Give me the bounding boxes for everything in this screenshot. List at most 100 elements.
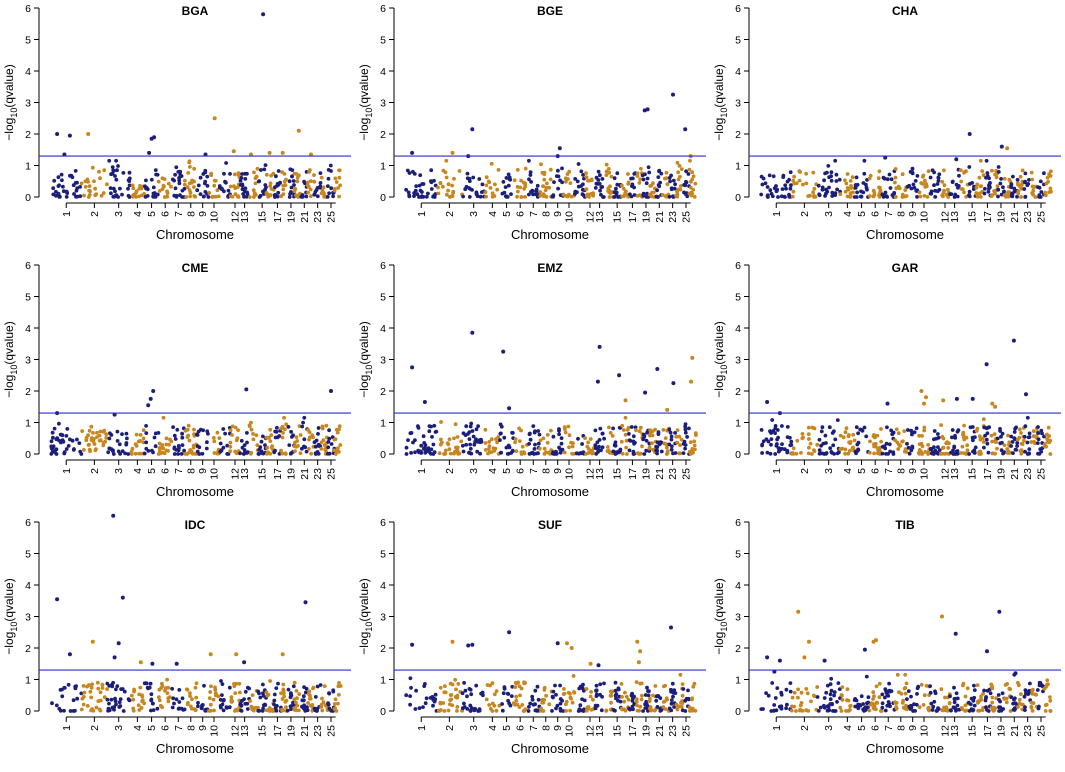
- snp-point: [133, 442, 138, 447]
- snp-point: [1025, 440, 1030, 445]
- background-points: [404, 158, 698, 199]
- snp-point: [955, 429, 960, 434]
- snp-point: [926, 705, 931, 710]
- snp-point: [247, 424, 252, 429]
- snp-point: [441, 701, 446, 705]
- snp-point: [137, 692, 142, 697]
- snp-point: [624, 192, 629, 197]
- snp-point: [799, 701, 804, 705]
- x-axis-label: Chromosome: [156, 741, 234, 756]
- x-tick-label: 12: [229, 211, 241, 223]
- x-tick-label: 12: [939, 468, 951, 480]
- snp-point: [130, 183, 135, 188]
- snp-point: [473, 706, 477, 711]
- snp-point: [115, 168, 119, 173]
- snp-point: [238, 178, 243, 183]
- snp-point: [276, 169, 281, 173]
- snp-point: [239, 703, 244, 708]
- snp-point: [900, 172, 905, 177]
- snp-point: [283, 183, 288, 188]
- snp-point: [307, 689, 312, 694]
- snp-point: [675, 440, 680, 445]
- snp-point: [564, 179, 568, 184]
- snp-point: [446, 182, 451, 187]
- snp-point: [839, 693, 844, 697]
- y-tick-label: 6: [25, 3, 31, 15]
- significant-snp-point: [296, 128, 301, 133]
- snp-point: [180, 188, 185, 193]
- background-points: [404, 672, 698, 713]
- snp-point: [985, 431, 990, 436]
- x-tick-label: 17: [627, 468, 639, 480]
- snp-point: [955, 703, 960, 708]
- snp-point: [829, 676, 834, 681]
- manhattan-panel-cha: CHA 0 1 2 3 4 5 6 −log10(qvalue) 1 2 3 4 5 6 7 8 9 10 12 13 1…: [710, 0, 1065, 257]
- snp-point: [892, 191, 897, 195]
- snp-point: [198, 175, 203, 180]
- snp-point: [243, 177, 248, 181]
- snp-point: [912, 430, 917, 435]
- snp-point: [809, 699, 813, 704]
- snp-point: [80, 429, 85, 433]
- snp-point: [978, 195, 983, 199]
- snp-point: [645, 430, 649, 435]
- snp-point: [489, 161, 494, 166]
- snp-point: [274, 174, 278, 179]
- manhattan-panel-suf: SUF 0 1 2 3 4 5 6 −log10(qvalue) 1 2 3 4 5 6 7 8 9 10 12 13 1…: [355, 514, 710, 771]
- snp-point: [681, 451, 686, 455]
- snp-point: [294, 172, 299, 176]
- y-tick-label: 3: [380, 612, 386, 624]
- snp-point: [845, 194, 850, 199]
- snp-point: [792, 690, 797, 695]
- snp-point: [932, 183, 936, 188]
- snp-point: [113, 699, 118, 704]
- snp-point: [232, 684, 237, 689]
- snp-point: [896, 447, 901, 451]
- snp-point: [487, 440, 492, 444]
- snp-point: [464, 424, 469, 429]
- snp-point: [641, 177, 646, 182]
- snp-point: [904, 681, 909, 686]
- snp-point: [640, 173, 645, 178]
- snp-point: [799, 690, 804, 695]
- snp-point: [589, 690, 593, 694]
- snp-point: [333, 437, 338, 442]
- x-tick-label: 12: [584, 468, 596, 480]
- x-tick-label: 21: [654, 468, 666, 480]
- snp-point: [438, 442, 443, 447]
- snp-point: [477, 177, 482, 181]
- significant-snp-point: [885, 401, 890, 406]
- significant-snp-point: [501, 349, 506, 354]
- x-tick-label: 5: [856, 468, 868, 474]
- snp-point: [498, 431, 503, 436]
- snp-point: [788, 689, 793, 694]
- snp-point: [691, 187, 696, 192]
- snp-point: [547, 185, 552, 190]
- snp-point: [579, 184, 584, 188]
- snp-point: [514, 681, 519, 686]
- snp-point: [497, 703, 502, 708]
- snp-point: [566, 424, 571, 429]
- snp-point: [1029, 440, 1034, 444]
- snp-point: [629, 425, 634, 429]
- snp-point: [676, 170, 681, 175]
- snp-point: [141, 698, 145, 703]
- snp-point: [444, 175, 449, 180]
- snp-point: [502, 685, 507, 689]
- snp-point: [124, 442, 129, 447]
- snp-point: [508, 703, 513, 708]
- snp-point: [678, 174, 682, 179]
- x-tick-label: 15: [257, 468, 269, 480]
- snp-point: [942, 183, 947, 188]
- snp-point: [569, 440, 573, 445]
- snp-point: [774, 443, 779, 448]
- snp-point: [1042, 686, 1047, 691]
- snp-point: [287, 179, 292, 184]
- snp-point: [284, 698, 289, 703]
- snp-point: [102, 695, 107, 700]
- x-tick-label: 8: [895, 725, 907, 731]
- snp-point: [561, 193, 566, 197]
- snp-point: [679, 700, 683, 705]
- snp-point: [934, 709, 939, 713]
- snp-point: [1015, 441, 1020, 445]
